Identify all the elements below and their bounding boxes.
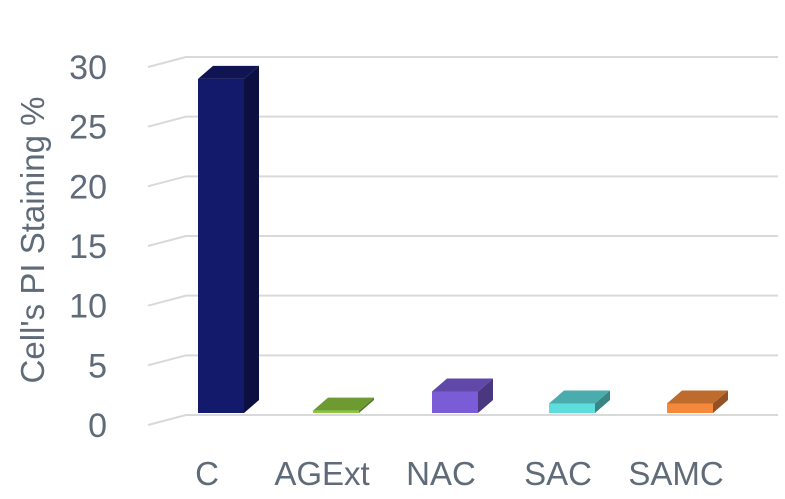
x-tick-label-samc: SAMC — [628, 455, 723, 492]
gridline-5 — [147, 354, 778, 367]
bar-side-agext — [359, 397, 374, 413]
x-tick-label-nac: NAC — [406, 455, 476, 492]
gridline-15 — [147, 235, 778, 247]
y-tick-label-15: 15 — [69, 228, 107, 266]
bar-top-agext — [313, 397, 374, 411]
y-tick-labels: 0 5 10 15 20 25 30 — [69, 49, 107, 445]
bar-agext — [313, 397, 374, 413]
bar-c — [198, 65, 259, 413]
category-labels: C AGExt NAC SAC SAMC — [195, 455, 724, 492]
x-tick-label-c: C — [195, 455, 219, 492]
bar-nac — [432, 378, 493, 413]
bar-front-samc — [667, 403, 713, 413]
bar-sac — [549, 390, 610, 413]
bar-front-c — [198, 78, 244, 413]
bar-front-sac — [549, 403, 595, 413]
gridline-0 — [147, 414, 778, 426]
bar-side-sac — [595, 390, 610, 413]
bar-top-samc — [667, 390, 728, 404]
bar-top-c — [198, 65, 259, 79]
x-tick-label-agext: AGExt — [274, 455, 369, 492]
gridline-30 — [147, 56, 778, 68]
bar-samc — [667, 390, 728, 413]
bar-side-samc — [713, 390, 728, 413]
y-axis-title: Cell's PI Staining % — [14, 97, 51, 384]
gridlines — [147, 56, 778, 426]
bar-side-nac — [478, 378, 493, 413]
y-tick-label-0: 0 — [88, 407, 107, 445]
y-tick-label-30: 30 — [69, 49, 107, 87]
gridline-25 — [147, 115, 778, 128]
gridline-10 — [147, 294, 778, 307]
x-tick-label-sac: SAC — [524, 455, 592, 492]
bar-top-nac — [432, 378, 493, 392]
bar-top-sac — [549, 390, 610, 404]
y-tick-label-25: 25 — [69, 109, 107, 147]
bar-side-c — [244, 65, 259, 413]
y-tick-label-20: 20 — [69, 168, 107, 206]
bar-front-nac — [432, 391, 478, 413]
gridline-20 — [147, 175, 778, 188]
y-tick-label-5: 5 — [88, 347, 107, 385]
bars — [198, 65, 728, 413]
y-tick-label-10: 10 — [69, 288, 107, 326]
bar-front-agext — [313, 410, 359, 413]
